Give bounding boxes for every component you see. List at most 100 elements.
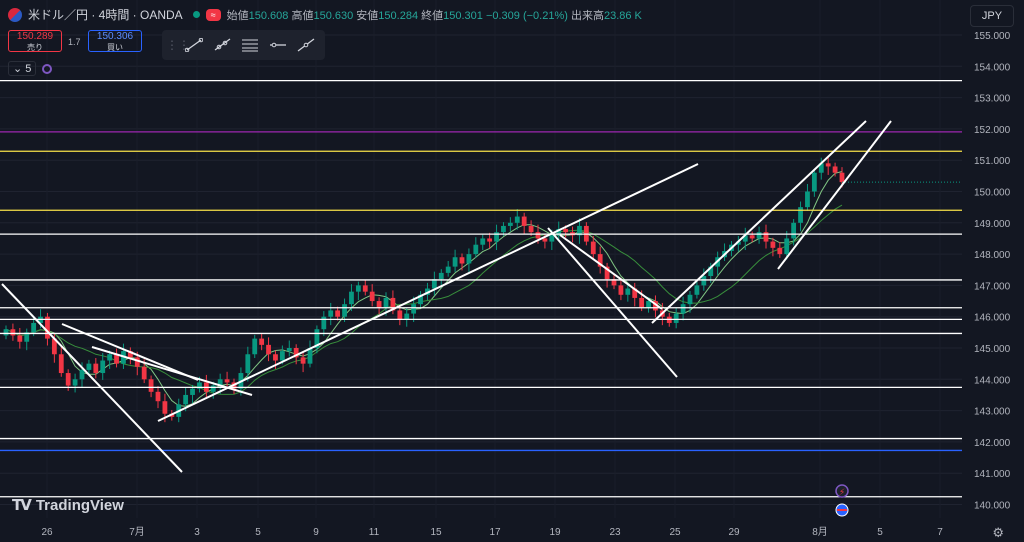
y-tick-label: 145.000 xyxy=(974,344,1011,355)
candle-body xyxy=(639,297,645,308)
candle-body xyxy=(100,360,106,374)
candle-body xyxy=(252,338,258,355)
candle-body xyxy=(673,313,679,323)
candle-body xyxy=(183,394,189,405)
candle-body xyxy=(390,297,396,311)
candles-layer xyxy=(3,155,845,423)
candle-body xyxy=(563,229,569,233)
lightning-glyph: ⚡ xyxy=(839,487,845,497)
candle-body xyxy=(756,232,762,239)
candle-body xyxy=(197,382,202,389)
candle-body xyxy=(65,373,71,386)
indicator-settings-icon[interactable] xyxy=(42,63,53,74)
candle-body xyxy=(45,316,50,339)
candle-body xyxy=(210,385,216,392)
pair-flag-icon xyxy=(8,7,22,22)
gear-icon[interactable]: ⚙ xyxy=(992,525,1004,540)
candle-body xyxy=(438,272,444,280)
y-tick-label: 146.000 xyxy=(974,313,1011,324)
candle-body xyxy=(604,266,610,280)
candle-body xyxy=(79,369,85,380)
horizontal-line-tool-icon[interactable] xyxy=(266,35,290,55)
candle-body xyxy=(487,238,493,242)
y-tick-label: 153.000 xyxy=(974,94,1011,105)
y-tick-label: 143.000 xyxy=(974,407,1011,418)
candle-body xyxy=(335,310,341,317)
buy-price: 150.306 xyxy=(96,31,134,42)
grid xyxy=(0,34,962,505)
candle-body xyxy=(452,257,458,267)
sell-button[interactable]: 150.289 売り xyxy=(8,30,62,52)
candle-body xyxy=(93,363,99,374)
candle-body xyxy=(245,354,251,374)
ray-tool-icon[interactable] xyxy=(210,35,234,55)
buy-button[interactable]: 150.306 買い xyxy=(88,30,142,52)
trendline xyxy=(547,227,678,378)
candle-body xyxy=(653,301,658,311)
event-markers: ⚡ xyxy=(835,484,849,517)
candle-body xyxy=(777,247,783,255)
price-axis-bg xyxy=(964,0,1024,520)
candle-body xyxy=(418,294,423,305)
market-status-dot xyxy=(192,11,200,18)
candle-body xyxy=(162,401,168,414)
trendline xyxy=(157,163,699,422)
ma-fast-line xyxy=(5,171,843,407)
status-badge[interactable]: ≈ xyxy=(205,8,221,21)
candle-body xyxy=(625,288,631,295)
candle-body xyxy=(791,222,797,239)
candle-body xyxy=(24,332,30,342)
x-tick-label: 29 xyxy=(728,527,740,538)
y-tick-label: 151.000 xyxy=(974,156,1011,167)
candle-body xyxy=(279,351,285,361)
trendline-tool-icon[interactable] xyxy=(182,35,206,55)
candle-body xyxy=(349,291,354,305)
x-tick-label: 11 xyxy=(369,527,380,538)
fib-tool-icon[interactable] xyxy=(238,35,262,55)
y-tick-label: 144.000 xyxy=(974,375,1011,386)
x-tick-label: 25 xyxy=(669,527,681,538)
indicator-collapse-button[interactable]: ⌄ 5 xyxy=(8,61,37,76)
candle-body xyxy=(369,291,375,302)
trendline xyxy=(1,283,183,473)
candle-body xyxy=(528,225,534,233)
candle-body xyxy=(480,238,486,245)
extended-line-tool-icon[interactable] xyxy=(294,35,318,55)
time-axis: 26 7月 3 5 9 11 15 17 19 23 25 29 8月 5 7 xyxy=(41,526,943,538)
currency-selector[interactable]: JPY xyxy=(970,5,1014,27)
candle-body xyxy=(597,254,603,267)
drag-handle-icon[interactable]: ⋮⋮ xyxy=(166,38,190,52)
y-tick-label: 147.000 xyxy=(974,281,1011,292)
candle-body xyxy=(735,241,741,245)
candle-body xyxy=(72,379,78,386)
candle-body xyxy=(494,232,499,242)
candle-body xyxy=(805,191,810,208)
candle-body xyxy=(763,232,769,242)
candle-body xyxy=(362,285,368,292)
candle-body xyxy=(742,235,748,242)
tradingview-mark-icon: 𝗧𝗩 xyxy=(12,497,32,514)
candle-body xyxy=(190,388,195,395)
trendlines-layer xyxy=(1,120,892,473)
drawing-toolbar: ⋮⋮ xyxy=(162,30,325,60)
indicator-row: ⌄ 5 xyxy=(8,61,53,76)
candle-body xyxy=(342,304,347,317)
trendline xyxy=(91,346,253,396)
candle-body xyxy=(632,288,638,298)
candle-body xyxy=(501,225,506,233)
candle-body xyxy=(784,238,790,255)
candle-body xyxy=(445,266,451,273)
x-tick-label: 3 xyxy=(194,527,200,538)
candle-body xyxy=(839,172,845,183)
candle-body xyxy=(148,379,154,392)
candle-body xyxy=(314,329,320,348)
y-tick-label: 154.000 xyxy=(974,62,1011,73)
y-tick-label: 148.000 xyxy=(974,250,1011,261)
candle-body xyxy=(411,304,417,314)
candle-body xyxy=(397,310,403,320)
symbol-title[interactable]: 米ドル／円 · 4時間 · OANDA xyxy=(28,8,183,22)
x-tick-label: 9 xyxy=(313,527,319,538)
candle-body xyxy=(466,254,472,264)
price-levels-layer: 153.542151.906151.285149.402148.637147.1… xyxy=(0,73,1016,504)
